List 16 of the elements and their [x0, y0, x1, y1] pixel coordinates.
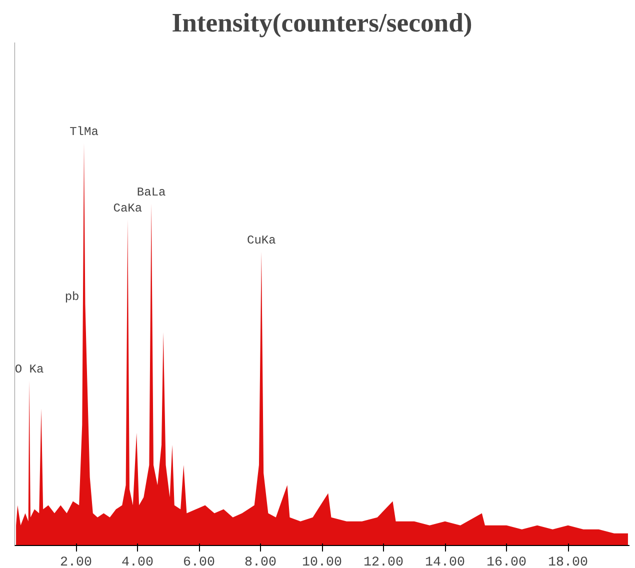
chart-title: Intensity(counters/second)	[172, 8, 472, 38]
annotation: O Ka	[14, 362, 44, 377]
x-tick-label: 4.00	[122, 556, 154, 568]
x-tick-label: 8.00	[244, 556, 277, 568]
annotation: pb	[64, 290, 80, 304]
annotation: TlMa	[70, 125, 98, 140]
x-tick-label: 16.00	[486, 556, 527, 568]
x-tick-label: 14.00	[425, 556, 466, 568]
x-tick-label: 6.00	[183, 556, 216, 568]
x-tick-label: 12.00	[364, 556, 404, 568]
x-tick-label: 18.00	[548, 556, 588, 568]
x-tick-label: 2.00	[60, 556, 92, 568]
x-tick-label: 10.00	[302, 556, 342, 568]
annotation: CaKa	[113, 202, 142, 216]
annotation: BaLa	[136, 185, 166, 200]
annotation: CuKa	[247, 234, 276, 248]
